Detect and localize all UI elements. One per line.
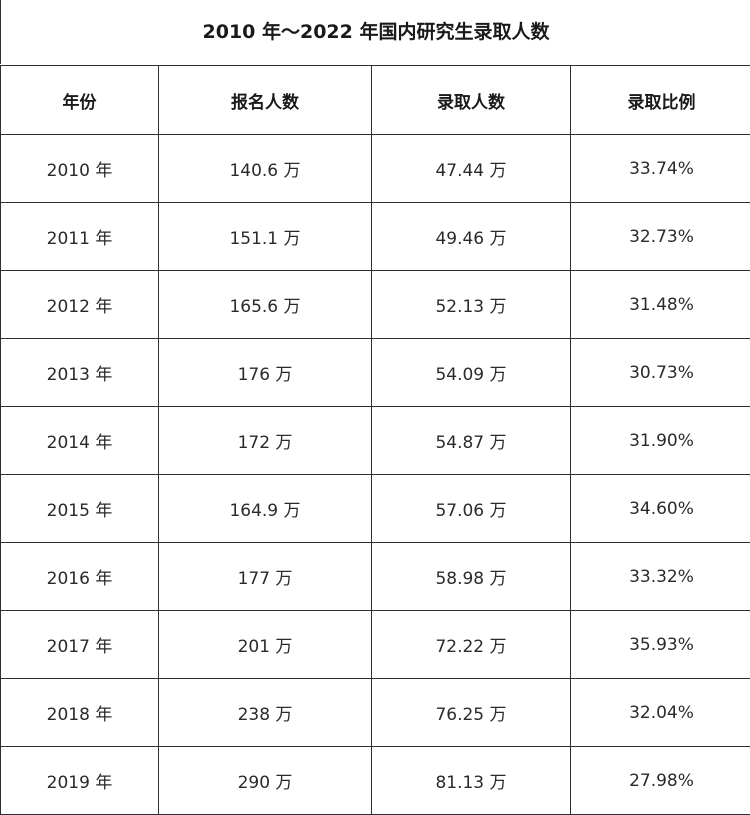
- header-admitted: 录取人数: [372, 66, 571, 135]
- table-row: 2017 年 201 万 72.22 万 35.93%: [1, 611, 750, 679]
- cell-admitted: 57.06 万: [372, 475, 571, 543]
- cell-year: 2019 年: [1, 747, 159, 815]
- header-applicants: 报名人数: [159, 66, 372, 135]
- cell-rate: 33.74%: [571, 135, 750, 203]
- table-row: 2014 年 172 万 54.87 万 31.90%: [1, 407, 750, 475]
- cell-year: 2015 年: [1, 475, 159, 543]
- cell-admitted: 58.98 万: [372, 543, 571, 611]
- cell-applicants: 140.6 万: [159, 135, 372, 203]
- cell-year: 2014 年: [1, 407, 159, 475]
- cell-year: 2017 年: [1, 611, 159, 679]
- table-row: 2015 年 164.9 万 57.06 万 34.60%: [1, 475, 750, 543]
- cell-year: 2016 年: [1, 543, 159, 611]
- cell-rate: 31.90%: [571, 407, 750, 475]
- table-row: 2013 年 176 万 54.09 万 30.73%: [1, 339, 750, 407]
- cell-rate: 27.98%: [571, 747, 750, 815]
- table-header-row: 年份 报名人数 录取人数 录取比例: [1, 66, 750, 135]
- cell-admitted: 81.13 万: [372, 747, 571, 815]
- cell-admitted: 72.22 万: [372, 611, 571, 679]
- cell-applicants: 151.1 万: [159, 203, 372, 271]
- table-row: 2012 年 165.6 万 52.13 万 31.48%: [1, 271, 750, 339]
- cell-rate: 35.93%: [571, 611, 750, 679]
- cell-applicants: 176 万: [159, 339, 372, 407]
- table-row: 2018 年 238 万 76.25 万 32.04%: [1, 679, 750, 747]
- table-row: 2011 年 151.1 万 49.46 万 32.73%: [1, 203, 750, 271]
- cell-applicants: 172 万: [159, 407, 372, 475]
- cell-admitted: 49.46 万: [372, 203, 571, 271]
- cell-year: 2013 年: [1, 339, 159, 407]
- cell-rate: 32.73%: [571, 203, 750, 271]
- table-row: 2016 年 177 万 58.98 万 33.32%: [1, 543, 750, 611]
- cell-year: 2018 年: [1, 679, 159, 747]
- cell-rate: 30.73%: [571, 339, 750, 407]
- cell-applicants: 177 万: [159, 543, 372, 611]
- cell-admitted: 54.09 万: [372, 339, 571, 407]
- cell-year: 2010 年: [1, 135, 159, 203]
- cell-year: 2012 年: [1, 271, 159, 339]
- cell-applicants: 238 万: [159, 679, 372, 747]
- header-admission-rate: 录取比例: [571, 66, 750, 135]
- table-title: 2010 年～2022 年国内研究生录取人数: [0, 0, 750, 64]
- table-row: 2019 年 290 万 81.13 万 27.98%: [1, 747, 750, 815]
- header-year: 年份: [1, 66, 159, 135]
- cell-applicants: 201 万: [159, 611, 372, 679]
- admissions-table: 年份 报名人数 录取人数 录取比例 2010 年 140.6 万 47.44 万…: [0, 65, 750, 815]
- cell-year: 2011 年: [1, 203, 159, 271]
- cell-admitted: 52.13 万: [372, 271, 571, 339]
- cell-applicants: 164.9 万: [159, 475, 372, 543]
- cell-admitted: 76.25 万: [372, 679, 571, 747]
- cell-rate: 34.60%: [571, 475, 750, 543]
- cell-rate: 32.04%: [571, 679, 750, 747]
- cell-rate: 31.48%: [571, 271, 750, 339]
- cell-admitted: 54.87 万: [372, 407, 571, 475]
- cell-applicants: 165.6 万: [159, 271, 372, 339]
- cell-applicants: 290 万: [159, 747, 372, 815]
- cell-rate: 33.32%: [571, 543, 750, 611]
- cell-admitted: 47.44 万: [372, 135, 571, 203]
- table-row: 2010 年 140.6 万 47.44 万 33.74%: [1, 135, 750, 203]
